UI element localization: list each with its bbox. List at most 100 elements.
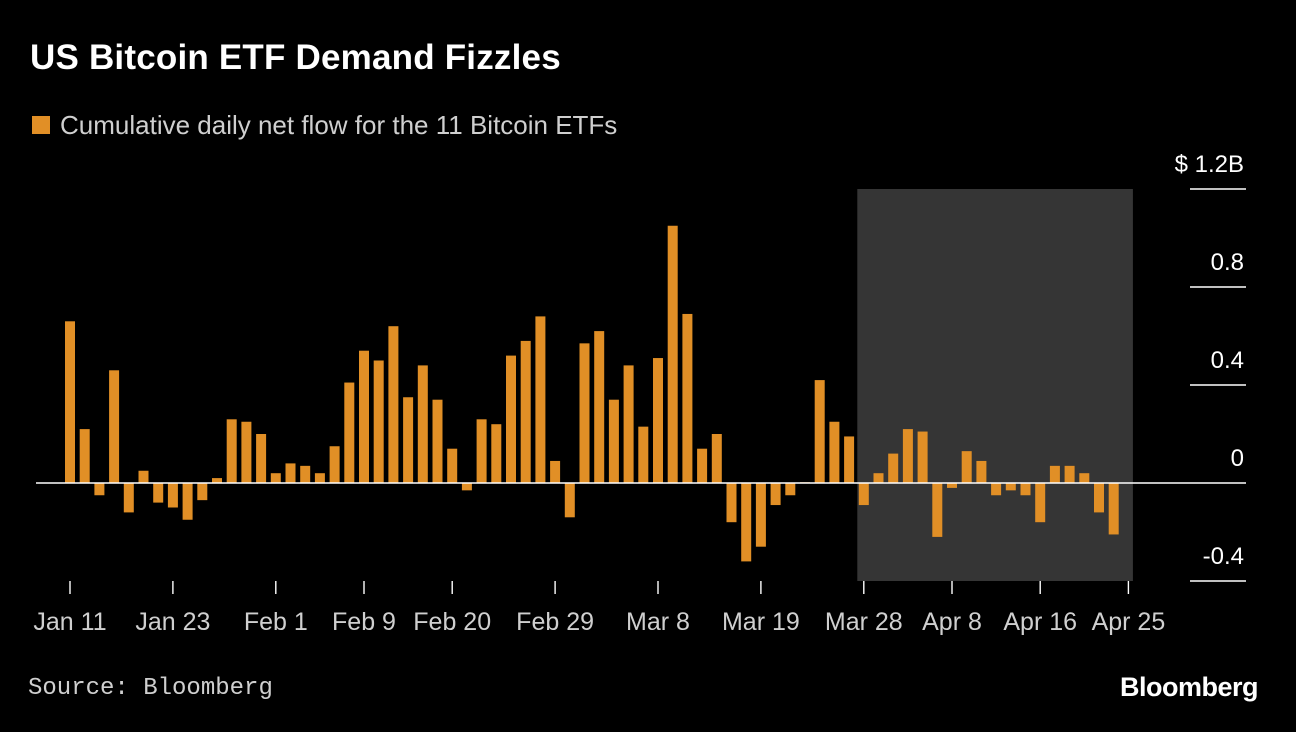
bar	[1108, 483, 1119, 535]
y-tick-label: 0	[1231, 445, 1244, 472]
bar	[535, 316, 546, 483]
x-tick-label: Jan 11	[33, 608, 106, 636]
bar	[344, 382, 355, 483]
bar	[917, 431, 928, 483]
x-tick-label: Mar 28	[825, 608, 903, 636]
bar	[476, 419, 487, 483]
x-tick-label: Mar 8	[626, 608, 690, 636]
bar	[359, 350, 369, 483]
bar	[726, 483, 737, 523]
x-tick-label: Apr 16	[1003, 608, 1077, 636]
x-tick-label: Mar 19	[722, 608, 800, 636]
bar	[550, 460, 561, 483]
bar	[902, 429, 913, 483]
bar	[314, 473, 325, 483]
bar	[167, 483, 178, 508]
highlight-region	[857, 189, 1133, 581]
bar	[638, 426, 649, 483]
bar	[814, 380, 825, 483]
bar	[197, 483, 208, 501]
bar	[682, 313, 693, 483]
bar	[623, 365, 634, 483]
bar	[109, 370, 120, 483]
x-tick-label: Feb 1	[244, 608, 308, 636]
x-tick-label: Feb 20	[413, 608, 491, 636]
bar	[564, 483, 575, 518]
bar	[961, 451, 972, 483]
bar	[241, 421, 252, 483]
x-tick-label: Jan 23	[135, 608, 210, 636]
bar	[947, 483, 957, 488]
bar	[888, 453, 899, 483]
legend-label: Cumulative daily net flow for the 11 Bit…	[60, 109, 618, 140]
bar	[932, 483, 943, 537]
bar	[417, 365, 428, 483]
bar	[1020, 483, 1031, 496]
bar	[653, 358, 663, 483]
bar	[432, 399, 443, 483]
bar	[79, 429, 90, 483]
legend-swatch	[32, 116, 50, 134]
bar	[1035, 483, 1046, 523]
bar	[711, 434, 722, 483]
bar	[373, 360, 384, 483]
bar	[226, 419, 237, 483]
bar	[829, 421, 840, 483]
bar	[123, 483, 134, 513]
bar	[697, 448, 708, 483]
bar	[256, 434, 267, 483]
bar	[65, 321, 75, 483]
bloomberg-logo: Bloomberg	[1119, 672, 1259, 702]
bar	[1079, 473, 1090, 483]
x-tick-label: Apr 25	[1092, 608, 1166, 636]
bar	[755, 483, 766, 547]
x-axis: Jan 11 Jan 23 Feb 1 Feb 9 Feb 20 Feb 29 Mar 8 M…	[33, 581, 1165, 636]
bar	[329, 446, 340, 483]
bar	[844, 436, 855, 483]
bar	[270, 473, 281, 483]
bar	[461, 483, 472, 491]
bar	[447, 448, 458, 483]
bar	[579, 343, 590, 483]
bar	[153, 483, 164, 503]
bar	[403, 397, 414, 483]
bar	[520, 340, 531, 483]
y-tick-label: 0.8	[1211, 249, 1244, 276]
bar	[594, 331, 605, 483]
bar	[506, 355, 516, 483]
bar	[608, 399, 619, 483]
x-tick-label: Feb 9	[332, 608, 396, 636]
bar	[976, 460, 987, 483]
y-tick-label: -0.4	[1203, 543, 1244, 570]
bar	[182, 483, 193, 520]
bar	[285, 463, 296, 483]
y-tick-label: $ 1.2B	[1175, 151, 1244, 178]
highlight-layer	[857, 189, 1133, 581]
bar	[388, 326, 399, 483]
bar	[873, 473, 884, 483]
bar	[1049, 465, 1060, 483]
bar	[300, 465, 311, 483]
bar	[94, 483, 105, 496]
bar	[1005, 483, 1016, 491]
x-tick-label: Feb 29	[516, 608, 594, 636]
y-tick-label: 0.4	[1211, 347, 1244, 374]
bar	[1064, 465, 1075, 483]
chart-title: US Bitcoin ETF Demand Fizzles	[30, 38, 561, 77]
source-note: Source: Bloomberg	[28, 675, 273, 702]
bar	[785, 483, 796, 496]
bar	[858, 483, 869, 506]
x-tick-label: Apr 8	[922, 608, 982, 636]
bars-layer	[65, 225, 1119, 562]
legend: Cumulative daily net flow for the 11 Bit…	[32, 109, 617, 141]
y-axis: $ 1.2B 0.8 0.4 0 -0.4	[1175, 151, 1246, 582]
bar	[667, 225, 678, 483]
bar	[138, 470, 149, 483]
bar	[770, 483, 781, 506]
bar	[991, 483, 1002, 496]
bar	[741, 483, 752, 562]
bar	[491, 424, 502, 483]
bar	[1094, 483, 1104, 513]
bar	[212, 478, 222, 483]
